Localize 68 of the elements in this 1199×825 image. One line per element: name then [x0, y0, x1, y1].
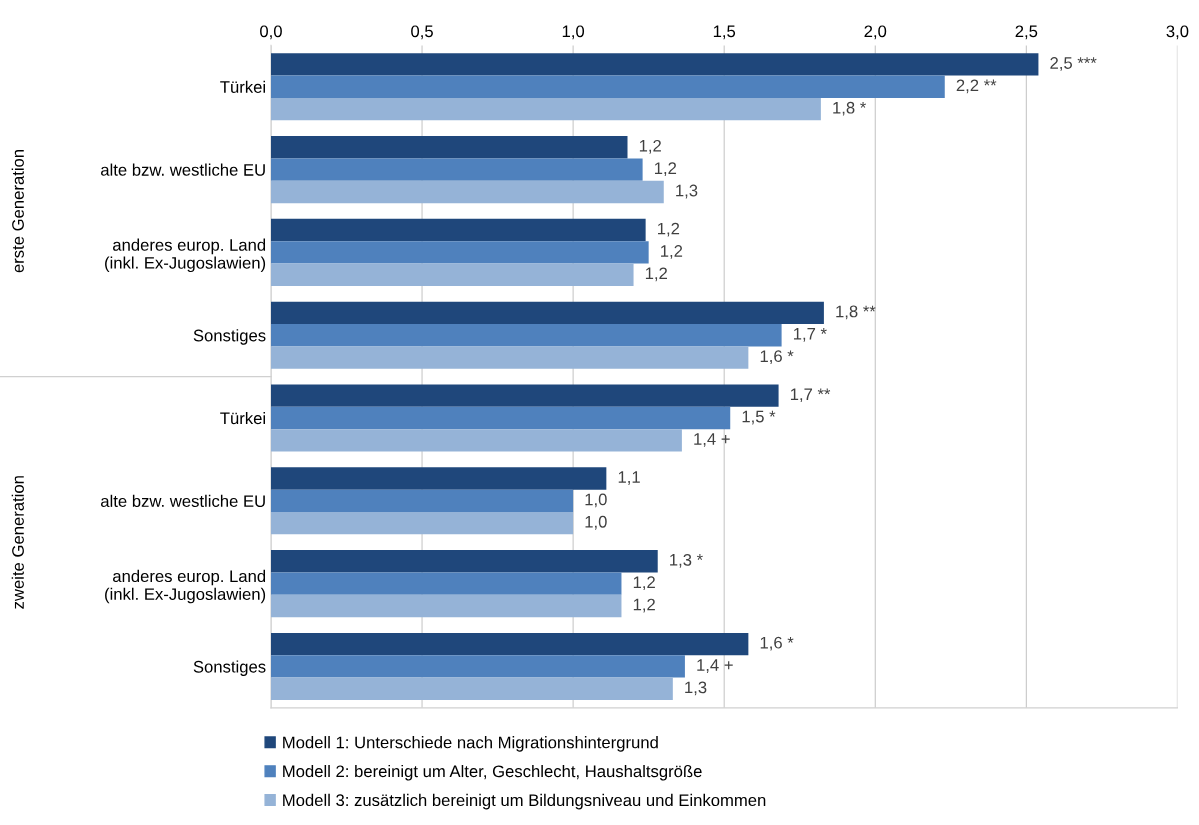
bar: [270, 75, 945, 98]
data-label: 1,0: [585, 493, 607, 508]
data-label: 1,2: [655, 162, 677, 177]
bar: [270, 346, 749, 369]
bar: [270, 263, 634, 286]
data-label: 1,3: [685, 681, 707, 696]
data-label: 1,2: [658, 222, 680, 237]
data-label: 1,3 *: [670, 553, 703, 568]
data-label: 1,8 **: [836, 305, 876, 320]
bar: [270, 429, 682, 452]
bar: [270, 655, 685, 678]
y-tick-label: alte bzw. westliche EU: [101, 494, 265, 508]
data-label: 2,2 **: [956, 79, 997, 94]
bar: [270, 158, 643, 181]
x-tick-label: 3,0: [1166, 25, 1189, 40]
y-tick-label: alte bzw. westliche EU: [101, 163, 265, 176]
data-label: 1,1: [618, 471, 640, 485]
bar: [270, 136, 628, 159]
y-tick-label: anderes europ. Land (inkl. Ex-Jugoslawien): [105, 238, 266, 273]
data-label: 1,2: [661, 245, 683, 259]
y-tick-label: Türkei: [220, 411, 265, 425]
data-label: 1,2: [633, 576, 655, 591]
data-label: 2,5 ***: [1050, 57, 1097, 71]
bar: [270, 97, 821, 121]
bar: [270, 180, 664, 204]
bar: [270, 467, 607, 490]
x-tick-label: 1,0: [562, 25, 585, 40]
bar: [270, 384, 779, 407]
text: zweite Generation: [11, 476, 24, 609]
bar: [270, 632, 749, 656]
bar: [270, 406, 731, 430]
y-tick-label: Sonstiges: [193, 329, 266, 345]
data-label: 1,5 *: [742, 410, 776, 425]
y-tick-label: anderes europ. Land (inkl. Ex-Jugoslawien): [105, 569, 266, 604]
y-tick-label: Türkei: [220, 80, 265, 93]
data-label: 1,2: [639, 139, 661, 154]
data-label: 1,0: [585, 515, 607, 530]
bar: [270, 572, 622, 595]
bar: [270, 512, 574, 535]
data-label: 1,2: [645, 267, 667, 282]
legend-label: Modell 2: bereinigt um Alter, Geschlecht, Haushaltsgröße: [283, 764, 702, 781]
bar: [270, 677, 673, 700]
data-label: 1,2: [633, 598, 655, 613]
data-label: 1,6 *: [760, 636, 794, 651]
bar: [270, 594, 622, 618]
bar: [270, 301, 824, 325]
bar: [270, 489, 574, 513]
x-tick-label: 2,5: [1015, 25, 1038, 40]
data-label: 1,4 +: [697, 659, 733, 673]
bar: [270, 53, 1039, 76]
data-label: 1,7 **: [790, 388, 831, 403]
legend-label: Modell 3: zusätzlich bereinigt um Bildungsniveau und Einkommen: [283, 793, 766, 810]
x-tick-label: 1,5: [713, 25, 736, 40]
bar: [270, 550, 658, 573]
data-label: 1,6 *: [760, 350, 794, 365]
legend-label: Modell 1: Unterschiede nach Migrationshintergrund: [283, 736, 658, 752]
y-tick-label: Sonstiges: [193, 660, 266, 676]
data-label: 1,4 +: [694, 433, 730, 447]
data-label: 1,7 *: [793, 328, 827, 342]
x-tick-label: 0,0: [260, 25, 282, 40]
text: erste Generation: [11, 150, 24, 273]
bar: [270, 324, 782, 347]
bar: [270, 218, 646, 242]
x-tick-label: 0,5: [411, 25, 433, 40]
bar: [270, 241, 649, 264]
x-tick-label: 2,0: [864, 25, 887, 40]
data-label: 1,8 *: [833, 101, 867, 116]
data-label: 1,3: [676, 184, 698, 199]
